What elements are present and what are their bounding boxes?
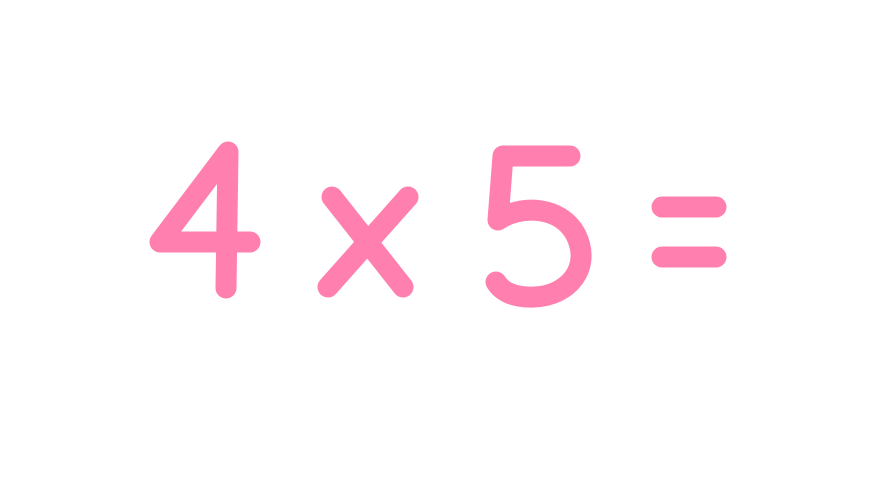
times-sign: x <box>0 0 419 298</box>
digit-five: 5 <box>0 0 592 308</box>
svg-text:4: 4 <box>0 0 10 4</box>
svg-text:5: 5 <box>0 0 10 4</box>
svg-text:x: x <box>0 0 9 4</box>
svg-text:=: = <box>0 0 13 4</box>
equals-sign: = <box>0 0 727 268</box>
digit-four: 4 <box>0 0 261 299</box>
